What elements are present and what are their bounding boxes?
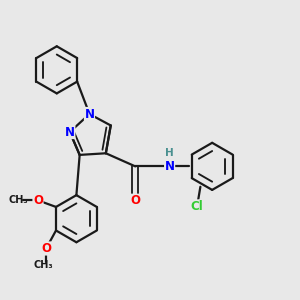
- Text: O: O: [130, 194, 140, 207]
- Text: H: H: [165, 148, 173, 158]
- Text: O: O: [41, 242, 51, 255]
- Text: N: N: [165, 160, 175, 173]
- Text: CH₃: CH₃: [33, 260, 53, 271]
- Text: Cl: Cl: [191, 200, 203, 213]
- Text: CH₃: CH₃: [9, 195, 28, 205]
- Text: N: N: [65, 125, 75, 139]
- Text: N: N: [85, 107, 94, 121]
- Text: O: O: [33, 194, 43, 207]
